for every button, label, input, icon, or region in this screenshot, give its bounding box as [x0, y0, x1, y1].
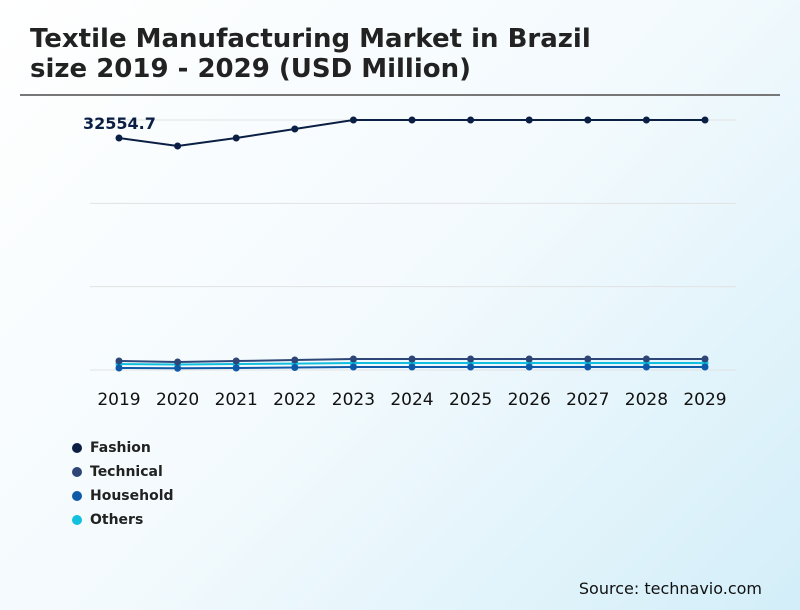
x-tick-label: 2027	[566, 390, 609, 410]
data-point-household	[349, 363, 357, 371]
x-tick-label: 2023	[332, 390, 375, 410]
data-point-technical	[525, 355, 533, 363]
data-point-fashion	[642, 116, 650, 124]
legend-dot-icon	[72, 443, 82, 453]
data-point-fashion	[408, 116, 416, 124]
legend: Fashion Technical Household Others	[72, 436, 174, 532]
data-point-technical	[408, 355, 416, 363]
x-tick-label: 2026	[508, 390, 551, 410]
data-point-household	[408, 363, 416, 371]
legend-item-technical: Technical	[72, 460, 174, 484]
data-point-fashion	[525, 116, 533, 124]
value-annotation: 32554.7	[83, 114, 156, 133]
x-tick-label: 2029	[683, 390, 726, 410]
x-tick-label: 2028	[625, 390, 668, 410]
x-tick-label: 2024	[390, 390, 433, 410]
data-point-technical	[701, 355, 709, 363]
data-point-fashion	[232, 134, 240, 142]
data-point-household	[467, 363, 475, 371]
legend-label: Others	[90, 512, 144, 528]
data-point-household	[701, 363, 709, 371]
legend-label: Fashion	[90, 440, 151, 456]
data-point-technical	[584, 355, 592, 363]
data-point-technical	[174, 358, 182, 366]
title-divider	[20, 94, 780, 96]
legend-item-household: Household	[72, 484, 174, 508]
data-point-household	[525, 363, 533, 371]
data-point-fashion	[467, 116, 475, 124]
x-tick-label: 2019	[97, 390, 140, 410]
x-tick-label: 2021	[215, 390, 258, 410]
x-tick-label: 2020	[156, 390, 199, 410]
legend-label: Technical	[90, 464, 163, 480]
data-point-fashion	[349, 116, 357, 124]
data-point-technical	[291, 356, 299, 364]
legend-dot-icon	[72, 515, 82, 525]
chart-title: Textile Manufacturing Market in Brazil s…	[30, 24, 591, 84]
x-tick-label: 2022	[273, 390, 316, 410]
data-point-household	[584, 363, 592, 371]
series-line-fashion	[118, 119, 705, 148]
data-point-technical	[232, 357, 240, 365]
source-label: Source: technavio.com	[578, 579, 762, 598]
legend-item-fashion: Fashion	[72, 436, 174, 460]
data-point-household	[642, 363, 650, 371]
legend-item-others: Others	[72, 508, 174, 532]
x-tick-label: 2025	[449, 390, 492, 410]
data-point-fashion	[291, 125, 299, 133]
data-point-fashion	[701, 116, 709, 124]
legend-dot-icon	[72, 491, 82, 501]
data-point-technical	[467, 355, 475, 363]
data-point-technical	[642, 355, 650, 363]
data-point-technical	[349, 355, 357, 363]
data-point-fashion	[115, 134, 123, 142]
legend-dot-icon	[72, 467, 82, 477]
data-point-household	[232, 364, 240, 372]
data-point-household	[174, 364, 182, 372]
data-point-fashion	[174, 142, 182, 150]
data-point-household	[291, 364, 299, 372]
title-line-2: size 2019 - 2029 (USD Million)	[30, 54, 472, 84]
data-point-fashion	[584, 116, 592, 124]
legend-label: Household	[90, 488, 174, 504]
title-line-1: Textile Manufacturing Market in Brazil	[30, 24, 591, 54]
data-point-technical	[115, 357, 123, 365]
data-point-household	[115, 364, 123, 372]
